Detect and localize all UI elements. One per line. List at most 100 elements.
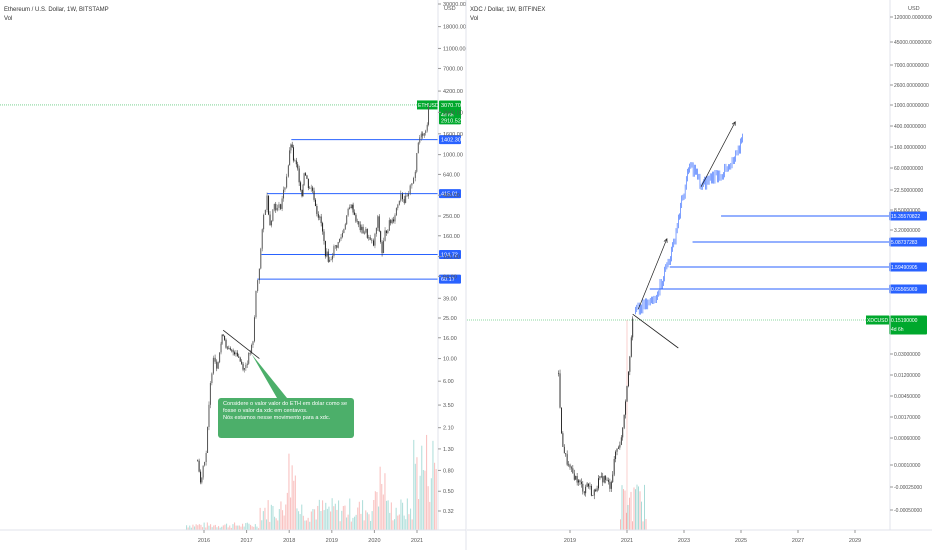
xdc-arrow-line[interactable] [638, 238, 668, 310]
xdc-chart-pane[interactable]: XDC / Dollar, 1W, BITFINEX Vol 15.355708… [467, 0, 932, 544]
xdc-volume-bar [636, 484, 638, 530]
eth-symbol-tag[interactable] [417, 100, 438, 110]
eth-level-tag[interactable] [439, 189, 461, 199]
xdc-arrow-line[interactable] [700, 121, 736, 187]
eth-candle-body [289, 150, 291, 166]
eth-level-tag[interactable] [439, 135, 461, 145]
annotation-callout[interactable]: Considere o valor valor do ETH em dolar … [218, 398, 354, 438]
eth-second-tag-text: 2910.52 [441, 118, 461, 124]
xdc-plot-area[interactable] [467, 0, 890, 530]
eth-candle-body [291, 144, 293, 148]
eth-volume-bar [397, 515, 399, 530]
xdc-horizontal-levels[interactable]: 15.35570822 5.08737283 1.59490905 0.6556506… [467, 211, 927, 335]
xdc-time-tick-label: 2027 [792, 538, 804, 544]
xdc-level-tag[interactable] [889, 262, 927, 272]
eth-candle-body [336, 245, 338, 248]
eth-price-tag[interactable] [439, 100, 461, 121]
eth-second-tag[interactable] [439, 116, 461, 125]
eth-candle-body [270, 220, 272, 226]
eth-candle-body [249, 352, 251, 354]
xdc-level-tag[interactable] [889, 211, 927, 221]
eth-price-tick-label: 400.00 [443, 193, 460, 199]
eth-volume-bar [355, 514, 357, 530]
eth-volume-bar [210, 524, 212, 530]
xdc-candle-body [630, 337, 632, 357]
eth-volume-bar [419, 475, 421, 530]
eth-volume-bar [206, 522, 208, 530]
xdc-level-tag[interactable] [889, 237, 927, 247]
eth-price-axis[interactable]: 30000.00 18000.00 11000.00 7000.00 4200.00 26… [437, 0, 466, 530]
xdc-candle-body [593, 489, 595, 496]
eth-candle-body [287, 165, 289, 177]
eth-candle-body [313, 190, 315, 200]
eth-countdown-text: 4d 6h [441, 113, 454, 119]
eth-candle-body [351, 204, 353, 208]
eth-candle-body [406, 195, 408, 197]
eth-level-tag[interactable] [439, 274, 461, 284]
eth-candle-body [211, 373, 213, 384]
eth-time-tick-label: 2021 [411, 538, 423, 544]
xdc-volume-bar [624, 490, 626, 530]
eth-candle-body [368, 237, 370, 238]
eth-volume-bar [248, 523, 250, 530]
eth-price-tick-label: 39.00 [443, 296, 457, 302]
eth-volume-bar [362, 500, 364, 530]
eth-volume-bar [197, 525, 199, 530]
eth-volume-bar [347, 514, 349, 530]
eth-volume-bar [286, 492, 288, 530]
eth-volume-bar [333, 506, 335, 530]
eth-candle-body [426, 124, 428, 131]
xdc-symbol-tag[interactable] [866, 315, 889, 325]
eth-candle-body [236, 352, 238, 357]
eth-candle-body [407, 193, 409, 197]
eth-price-tick-label: 640.00 [443, 172, 460, 178]
eth-volume-bar [275, 518, 277, 530]
eth-volume-bar [261, 520, 263, 530]
eth-candle-body [241, 361, 243, 364]
xdc-symbol-tag-text: XDCUSD [867, 318, 889, 324]
eth-volume-bar [253, 526, 255, 530]
eth-price-tick-label: 2600.00 [443, 110, 463, 116]
xdc-trendline-segment[interactable] [632, 313, 679, 349]
eth-volume-bar [435, 468, 437, 530]
eth-volume-bar [309, 521, 311, 530]
eth-volume-bar [301, 504, 303, 530]
eth-candle-body [232, 350, 234, 353]
xdc-candle-body [589, 485, 591, 487]
eth-time-axis[interactable]: 2016 2017 2018 2019 2020 2021 [0, 529, 466, 544]
eth-chart-pane[interactable]: Ethereum / U.S. Dollar, 1W, BITSTAMP Vol… [0, 0, 466, 544]
eth-candle-body [252, 341, 254, 345]
eth-volume-bar [229, 525, 231, 530]
xdc-level-tag[interactable] [889, 284, 927, 294]
eth-candle-body [416, 153, 418, 172]
eth-volume-bar [299, 514, 301, 530]
eth-level-tag[interactable] [439, 250, 461, 260]
eth-volume-bar [254, 524, 256, 530]
xdc-time-axis[interactable]: 2019 2021 2023 2025 2027 2029 [467, 529, 932, 544]
eth-volume-bar [344, 505, 346, 530]
xdc-drawings[interactable] [632, 121, 736, 349]
eth-candle-body [405, 195, 407, 203]
xdc-price-tag[interactable] [889, 315, 927, 335]
eth-trendline-segment[interactable] [222, 329, 260, 359]
xdc-candle-body [602, 476, 604, 483]
xdc-candle-body [575, 476, 577, 480]
xdc-price-axis[interactable]: 120000.00000000 45000.00000000 7000.000000… [889, 0, 932, 530]
eth-candle-body [224, 335, 226, 340]
xdc-candle-body [569, 464, 571, 468]
eth-candle-body [339, 238, 341, 242]
eth-volume-bar [211, 527, 213, 530]
xdc-candle-body [613, 459, 615, 475]
eth-candle-body [340, 237, 342, 239]
xdc-candle-body [632, 318, 634, 338]
xdc-candle-body [620, 437, 622, 445]
eth-price-tick-label: 16.00 [443, 336, 457, 342]
eth-volume-label: Vol [4, 16, 12, 22]
eth-trendline[interactable] [222, 329, 287, 398]
eth-volume-bar [320, 511, 322, 530]
eth-plot-area[interactable] [0, 0, 438, 530]
eth-price-tick-label: 1600.00 [443, 132, 463, 138]
eth-candle-body [295, 160, 297, 165]
eth-time-tick-label: 2016 [198, 538, 210, 544]
eth-candle-body [324, 241, 326, 257]
